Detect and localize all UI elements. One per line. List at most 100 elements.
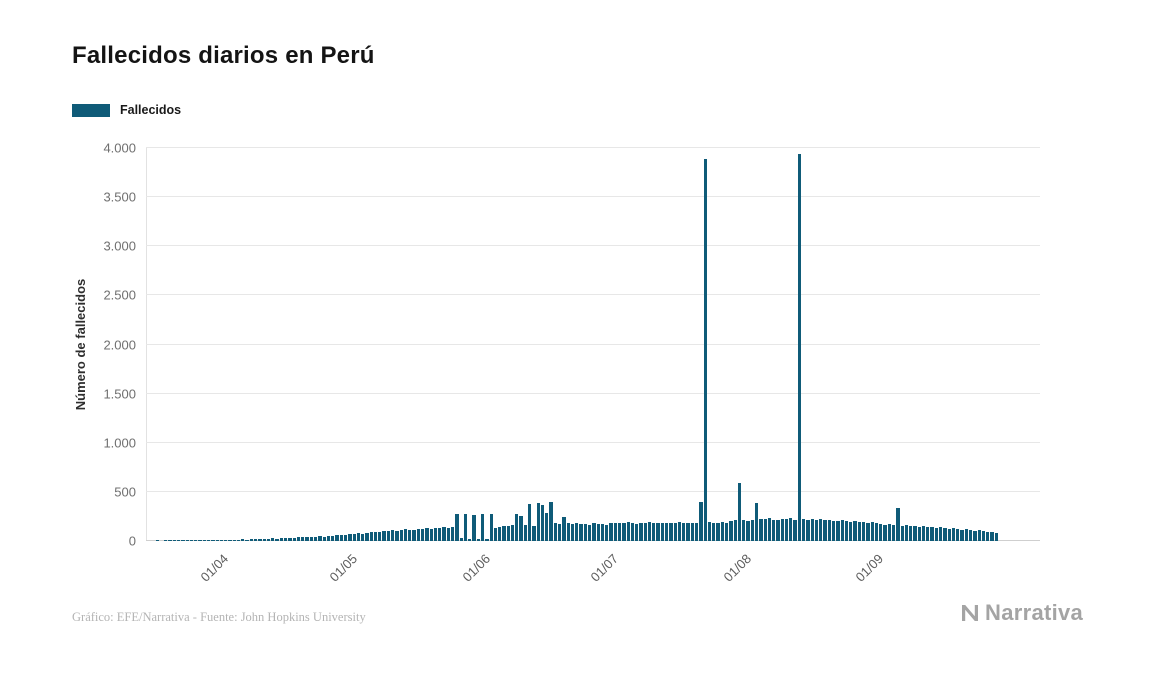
bar[interactable] bbox=[896, 507, 900, 541]
bar[interactable] bbox=[707, 521, 712, 541]
bar[interactable] bbox=[660, 522, 665, 541]
bar[interactable] bbox=[463, 514, 468, 541]
bar[interactable] bbox=[476, 539, 480, 541]
bar[interactable] bbox=[652, 522, 656, 541]
bar[interactable] bbox=[164, 540, 168, 541]
bar[interactable] bbox=[720, 522, 724, 541]
bar[interactable] bbox=[266, 538, 271, 541]
bar[interactable] bbox=[806, 520, 810, 541]
bar[interactable] bbox=[926, 527, 930, 541]
bar[interactable] bbox=[408, 530, 412, 541]
bar[interactable] bbox=[335, 535, 339, 541]
bar[interactable] bbox=[754, 503, 759, 541]
bar[interactable] bbox=[254, 539, 258, 541]
bar[interactable] bbox=[772, 519, 776, 541]
bar[interactable] bbox=[870, 522, 874, 541]
bar[interactable] bbox=[519, 515, 523, 541]
bar[interactable] bbox=[575, 523, 579, 541]
bar[interactable] bbox=[468, 538, 472, 541]
bar[interactable] bbox=[656, 523, 660, 541]
bar[interactable] bbox=[716, 523, 720, 541]
bar[interactable] bbox=[232, 540, 236, 541]
bar[interactable] bbox=[647, 522, 652, 541]
bar[interactable] bbox=[934, 527, 939, 541]
bar[interactable] bbox=[626, 522, 630, 541]
bar[interactable] bbox=[532, 525, 536, 541]
bar[interactable] bbox=[412, 530, 416, 541]
bar[interactable] bbox=[827, 519, 831, 541]
bar[interactable] bbox=[939, 527, 943, 541]
bar[interactable] bbox=[206, 540, 211, 541]
bar[interactable] bbox=[742, 520, 746, 541]
bar[interactable] bbox=[339, 535, 343, 541]
bar[interactable] bbox=[386, 530, 391, 541]
bar[interactable] bbox=[849, 521, 853, 541]
bar[interactable] bbox=[480, 513, 485, 541]
bar[interactable] bbox=[348, 534, 352, 541]
bar[interactable] bbox=[373, 531, 378, 541]
bar[interactable] bbox=[236, 539, 241, 541]
bar[interactable] bbox=[510, 525, 515, 541]
bar[interactable] bbox=[673, 522, 677, 541]
bar[interactable] bbox=[943, 528, 947, 541]
bar[interactable] bbox=[695, 523, 699, 541]
bar[interactable] bbox=[288, 538, 292, 541]
bar[interactable] bbox=[241, 539, 245, 541]
bar[interactable] bbox=[596, 523, 600, 541]
bar[interactable] bbox=[446, 528, 450, 541]
bar[interactable] bbox=[395, 531, 399, 541]
bar[interactable] bbox=[844, 520, 849, 541]
bar[interactable] bbox=[172, 540, 176, 541]
bar[interactable] bbox=[600, 524, 605, 541]
bar[interactable] bbox=[960, 529, 964, 541]
bar[interactable] bbox=[219, 540, 224, 541]
bar[interactable] bbox=[498, 526, 502, 541]
bar[interactable] bbox=[643, 523, 647, 541]
bar[interactable] bbox=[630, 522, 635, 541]
bar[interactable] bbox=[279, 538, 283, 541]
bar[interactable] bbox=[455, 514, 459, 541]
bar[interactable] bbox=[814, 519, 819, 541]
bar[interactable] bbox=[913, 525, 917, 541]
bar[interactable] bbox=[433, 528, 438, 541]
bar[interactable] bbox=[403, 529, 408, 541]
bar[interactable] bbox=[515, 513, 519, 541]
bar[interactable] bbox=[639, 522, 643, 541]
bar[interactable] bbox=[981, 531, 986, 541]
bar[interactable] bbox=[528, 503, 532, 541]
bar[interactable] bbox=[793, 519, 797, 541]
bar[interactable] bbox=[459, 538, 463, 541]
bar[interactable] bbox=[810, 518, 814, 541]
bar[interactable] bbox=[558, 523, 562, 541]
bar[interactable] bbox=[450, 527, 455, 541]
bar[interactable] bbox=[369, 532, 373, 541]
bar[interactable] bbox=[365, 532, 369, 541]
bar[interactable] bbox=[553, 523, 557, 541]
bar[interactable] bbox=[421, 528, 425, 541]
bar[interactable] bbox=[746, 520, 750, 541]
bar[interactable] bbox=[566, 522, 570, 541]
bar[interactable] bbox=[506, 525, 510, 541]
bar[interactable] bbox=[990, 532, 994, 541]
bar[interactable] bbox=[883, 524, 887, 541]
bar[interactable] bbox=[836, 521, 840, 541]
bar[interactable] bbox=[352, 533, 356, 541]
bar[interactable] bbox=[891, 525, 896, 541]
bar[interactable] bbox=[361, 533, 365, 541]
bar[interactable] bbox=[399, 529, 403, 541]
bar[interactable] bbox=[442, 527, 446, 541]
bar[interactable] bbox=[635, 523, 639, 541]
bar[interactable] bbox=[797, 154, 802, 541]
bar[interactable] bbox=[819, 519, 823, 541]
legend[interactable]: Fallecidos bbox=[72, 103, 181, 117]
bar[interactable] bbox=[780, 518, 784, 541]
bar[interactable] bbox=[977, 529, 981, 541]
bar[interactable] bbox=[198, 540, 202, 541]
bar[interactable] bbox=[874, 523, 879, 541]
bar[interactable] bbox=[677, 522, 682, 541]
bar[interactable] bbox=[964, 528, 968, 541]
bar[interactable] bbox=[502, 526, 506, 541]
bar[interactable] bbox=[763, 518, 767, 541]
bar[interactable] bbox=[776, 520, 780, 541]
bar[interactable] bbox=[326, 536, 331, 541]
